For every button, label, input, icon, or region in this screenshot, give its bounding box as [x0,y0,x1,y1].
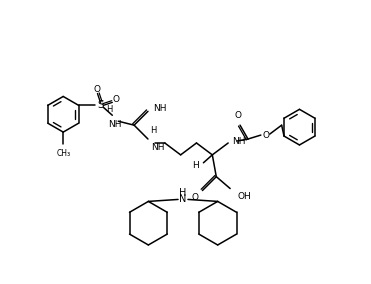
Text: O: O [94,85,101,94]
Text: CH₃: CH₃ [56,149,70,158]
Text: H: H [192,161,198,170]
Text: O: O [191,193,198,202]
Text: H: H [150,126,156,135]
Text: NH: NH [153,104,167,113]
Text: O: O [113,95,120,104]
Text: NH: NH [109,120,122,129]
Text: S: S [97,100,104,110]
Text: N: N [179,195,187,204]
Text: NH: NH [151,143,164,152]
Text: NH: NH [232,137,246,145]
Text: H: H [106,105,112,114]
Text: OH: OH [237,191,251,201]
Text: O: O [262,131,269,139]
Text: H: H [179,189,187,199]
Text: O: O [234,111,242,120]
